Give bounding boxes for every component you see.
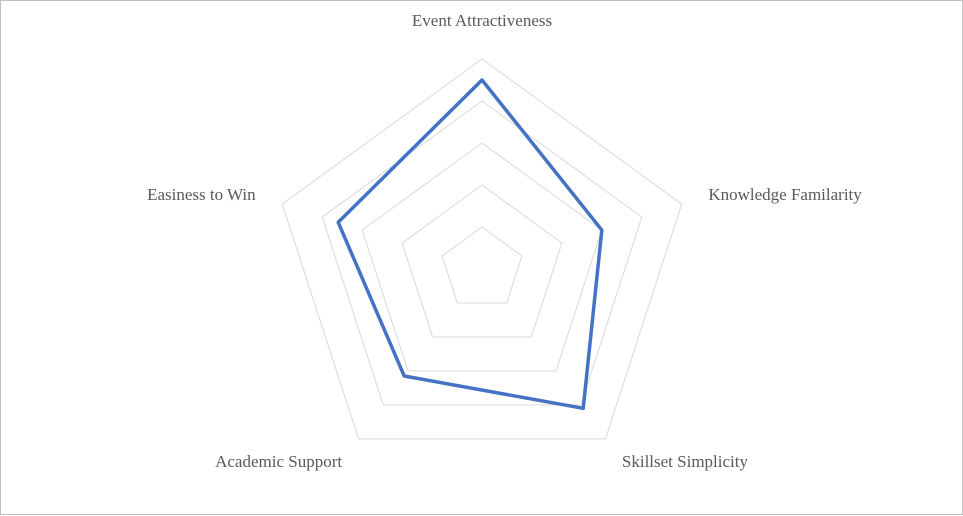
chart-frame: Event AttractivenessKnowledge Familarity… xyxy=(0,0,963,515)
radar-series xyxy=(338,80,602,408)
radar-chart xyxy=(1,1,963,516)
